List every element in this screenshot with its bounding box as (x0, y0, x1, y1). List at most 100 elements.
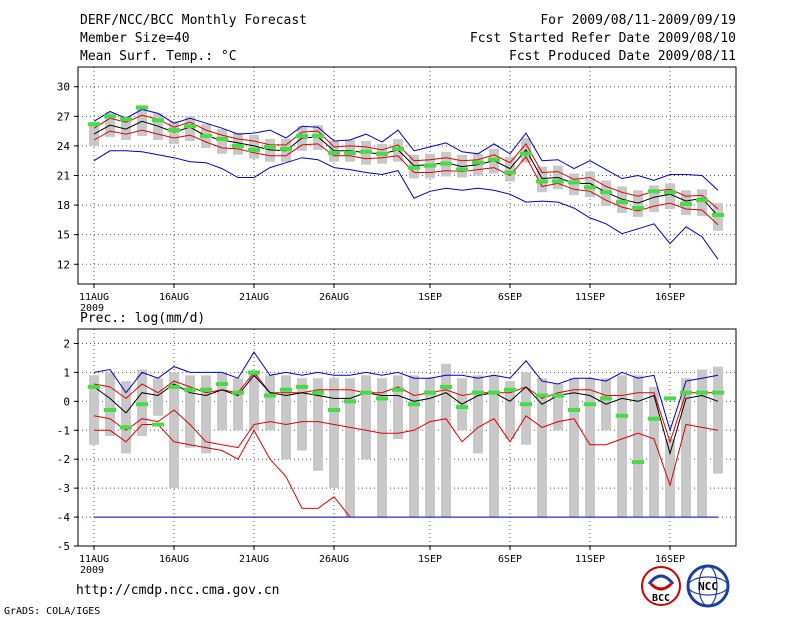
obs-marker (376, 151, 388, 156)
spread-box (201, 375, 211, 454)
spread-box (681, 378, 691, 518)
obs-marker (312, 390, 324, 395)
extreme-low-line (94, 424, 351, 518)
spread-box (89, 375, 99, 445)
obs-marker (296, 134, 308, 139)
obs-marker (280, 387, 292, 392)
spread-box (105, 372, 115, 437)
obs-marker (536, 393, 548, 398)
min-line (93, 150, 719, 260)
spread-box (185, 116, 195, 141)
x-tick-label: 6SEP (498, 292, 522, 303)
member-size-label: Member Size=40 (80, 31, 190, 46)
obs-marker (104, 114, 116, 119)
spread-high-line (93, 371, 718, 444)
obs-marker (88, 384, 100, 389)
obs-marker (424, 163, 436, 168)
spread-box (249, 135, 259, 159)
temperature-panel: 12 15 18 21 24 27 30 11AUG 16AUG 21AUG 26AUG 1SEP 6S… (57, 66, 737, 314)
p25-line (93, 129, 719, 226)
spread-box (489, 375, 499, 518)
obs-marker (184, 387, 196, 392)
obs-marker (552, 393, 564, 398)
spread-box (713, 366, 723, 474)
forecast-started-label: Fcst Started Refer Date 2009/08/10 (470, 31, 736, 46)
obs-marker (696, 390, 708, 395)
obs-marker (216, 137, 228, 142)
spread-box (121, 381, 131, 454)
obs-marker (152, 422, 164, 427)
max-line (93, 108, 719, 191)
prec-panel-title: Prec.: log(mm/d) (80, 311, 205, 326)
x-tick-label: 16AUG (159, 554, 189, 565)
spread-box (361, 375, 371, 460)
spread-box (281, 375, 291, 460)
obs-marker (328, 150, 340, 155)
obs-marker (200, 134, 212, 139)
spread-box (585, 378, 595, 518)
obs-marker (568, 408, 580, 413)
spread-box (649, 386, 659, 518)
y-tick-label: 15 (57, 229, 70, 242)
obs-marker (696, 198, 708, 203)
obs-marker (152, 118, 164, 123)
ncc-logo: NCC (686, 564, 730, 608)
y-tick-label: 0 (63, 395, 70, 408)
x-tick-label: 6SEP (498, 554, 522, 565)
obs-marker (312, 134, 324, 139)
spread-box (217, 129, 227, 154)
obs-marker (248, 147, 260, 152)
spread-box (345, 378, 355, 518)
forecast-produced-label: Fcst Produced Date 2009/08/11 (509, 49, 736, 64)
x-tick-label: 1SEP (418, 554, 442, 565)
x-year-label: 2009 (80, 565, 104, 576)
obs-marker (408, 402, 420, 407)
obs-marker (232, 390, 244, 395)
obs-marker (584, 185, 596, 190)
obs-marker (392, 387, 404, 392)
spread-box (153, 378, 163, 416)
y-tick-label: -1 (57, 424, 70, 437)
obs-marker (232, 143, 244, 148)
y-tick-label: -4 (57, 511, 71, 524)
obs-marker (488, 390, 500, 395)
obs-marker (632, 206, 644, 211)
spread-box (329, 378, 339, 489)
spread-low-line (93, 409, 719, 487)
obs-marker (712, 390, 724, 395)
y-tick-label: 30 (57, 81, 70, 94)
spread-box (649, 185, 659, 212)
obs-marker (136, 105, 148, 110)
spread-box (121, 116, 131, 140)
spread-box (137, 109, 147, 137)
x-tick-label: 1SEP (418, 292, 442, 303)
y-tick-label: 21 (57, 170, 70, 183)
spread-box (265, 375, 275, 431)
grads-credit: GrADS: COLA/IGES (4, 606, 100, 617)
obs-marker (168, 384, 180, 389)
obs-marker (600, 396, 612, 401)
spread-box (169, 372, 179, 489)
x-tick-label: 26AUG (319, 554, 349, 565)
obs-marker (248, 370, 260, 375)
spread-box (233, 378, 243, 431)
obs-marker (664, 396, 676, 401)
spread-box (377, 378, 387, 518)
obs-marker (568, 180, 580, 185)
obs-marker (392, 146, 404, 151)
obs-marker (520, 402, 532, 407)
y-tick-label: 1 (63, 366, 70, 379)
obs-marker (328, 408, 340, 413)
spread-box (665, 183, 675, 210)
obs-marker (632, 460, 644, 465)
x-tick-label: 11SEP (575, 554, 605, 565)
obs-marker (88, 122, 100, 127)
obs-marker (280, 146, 292, 151)
x-tick-label: 16SEP (655, 554, 685, 565)
spread-box (617, 375, 627, 518)
obs-marker (264, 393, 276, 398)
obs-marker (168, 128, 180, 133)
y-tick-label: -3 (57, 482, 70, 495)
obs-marker (408, 165, 420, 170)
